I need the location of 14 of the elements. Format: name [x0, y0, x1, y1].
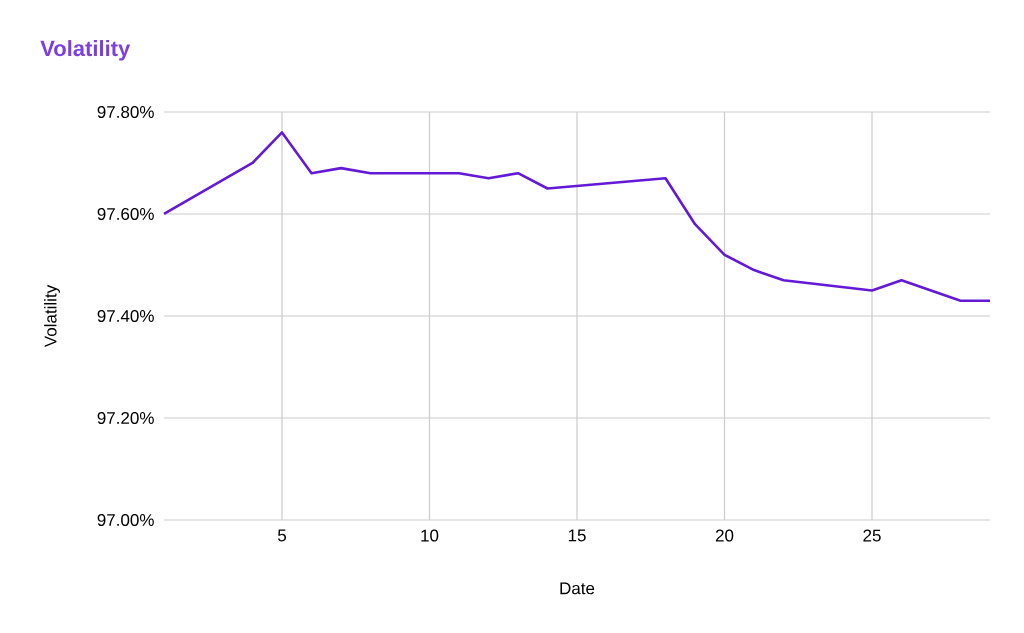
y-tick-label: 97.40%	[97, 309, 154, 323]
chart-title: Volatility	[40, 40, 131, 61]
x-axis-title: Date	[560, 582, 595, 595]
x-tick-label: 15	[568, 529, 586, 542]
line-series	[162, 131, 992, 302]
y-tick-label: 97.00%	[97, 513, 154, 527]
y-tick-label: 97.60%	[97, 207, 154, 221]
y-axis-title: Volatility	[44, 284, 60, 348]
x-tick-label: 20	[715, 529, 734, 542]
y-tick-label: 97.20%	[97, 411, 154, 425]
y-tick-label: 97.80%	[97, 105, 154, 119]
x-tick-label: 5	[277, 529, 287, 542]
x-tick-label: 10	[421, 529, 439, 542]
x-tick-label: 25	[863, 529, 881, 542]
